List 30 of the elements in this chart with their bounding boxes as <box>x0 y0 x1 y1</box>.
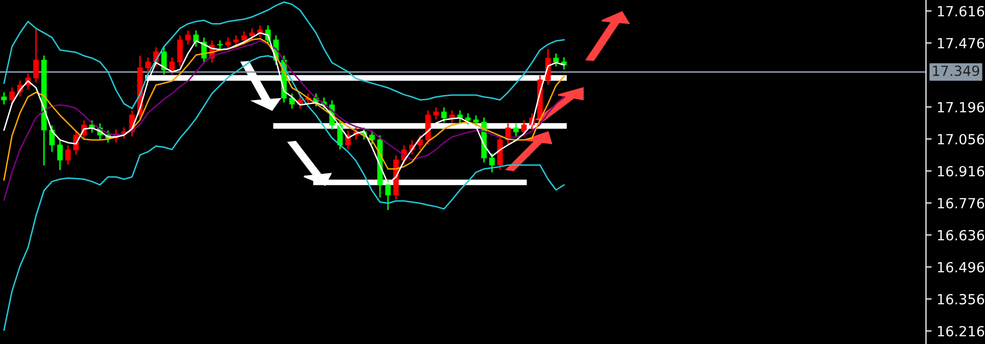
candlestick <box>473 114 479 128</box>
candlestick <box>489 152 495 174</box>
candlestick <box>433 106 439 120</box>
line-series <box>3 1 565 110</box>
y-tick-label: 17.616 <box>938 6 984 16</box>
candlestick <box>217 40 223 50</box>
candlestick <box>57 140 63 171</box>
candlestick <box>185 30 191 46</box>
candlestick <box>177 34 183 68</box>
candlestick <box>33 28 39 84</box>
y-tick-label: 16.356 <box>938 294 984 304</box>
candlestick <box>441 106 447 124</box>
candlestick <box>145 56 151 74</box>
ref-line-label: 17.349 <box>933 66 980 76</box>
candlestick <box>241 30 247 46</box>
y-tick-label: 17.196 <box>938 102 984 112</box>
candlestick <box>465 112 471 126</box>
y-tick-label: 16.776 <box>938 198 984 208</box>
candlestick <box>169 56 175 76</box>
candlestick <box>553 52 559 68</box>
candlestick <box>65 144 71 166</box>
y-tick-label: 16.216 <box>938 326 984 336</box>
y-tick-label: 16.636 <box>938 230 984 240</box>
candlestick <box>225 36 231 50</box>
y-tick-label: 17.476 <box>938 38 984 48</box>
y-tick-label: 16.916 <box>938 166 984 176</box>
y-tick-label: 16.496 <box>938 262 984 272</box>
candlestick <box>385 180 391 211</box>
candlestick <box>513 122 519 138</box>
y-tick-label: 17.056 <box>938 134 984 144</box>
